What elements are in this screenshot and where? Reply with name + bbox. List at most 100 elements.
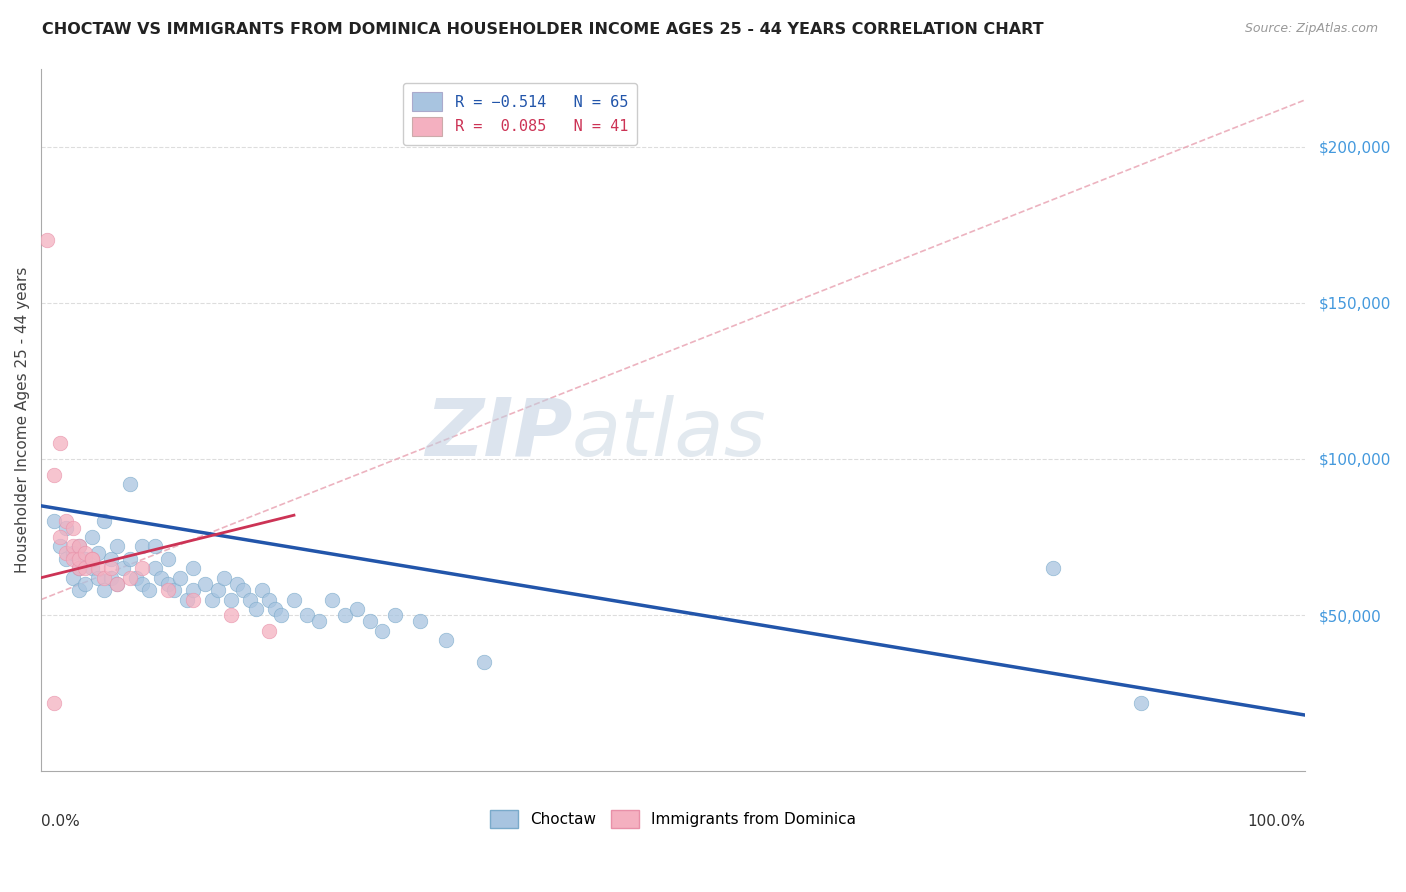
Point	[295, 608, 318, 623]
Text: 100.0%: 100.0%	[1247, 814, 1305, 829]
Point	[62, 552, 84, 566]
Point	[156, 577, 179, 591]
Point	[384, 608, 406, 623]
Point	[181, 561, 204, 575]
Point	[105, 577, 128, 591]
Point	[49, 530, 72, 544]
Text: CHOCTAW VS IMMIGRANTS FROM DOMINICA HOUSEHOLDER INCOME AGES 25 - 44 YEARS CORREL: CHOCTAW VS IMMIGRANTS FROM DOMINICA HOUS…	[42, 22, 1043, 37]
Point	[62, 540, 84, 554]
Point	[1042, 561, 1064, 575]
Point	[176, 592, 198, 607]
Point	[42, 696, 65, 710]
Point	[80, 552, 103, 566]
Point	[270, 608, 292, 623]
Point	[346, 602, 368, 616]
Point	[138, 583, 160, 598]
Point	[232, 583, 254, 598]
Point	[252, 583, 274, 598]
Text: ZIP: ZIP	[425, 395, 572, 473]
Point	[264, 602, 287, 616]
Point	[131, 561, 153, 575]
Point	[321, 592, 343, 607]
Point	[308, 615, 330, 629]
Point	[67, 561, 90, 575]
Point	[67, 583, 90, 598]
Point	[75, 577, 97, 591]
Point	[55, 521, 77, 535]
Point	[105, 577, 128, 591]
Point	[93, 583, 115, 598]
Point	[42, 515, 65, 529]
Point	[201, 592, 224, 607]
Point	[181, 592, 204, 607]
Point	[1130, 696, 1153, 710]
Point	[100, 561, 122, 575]
Point	[194, 577, 217, 591]
Point	[49, 436, 72, 450]
Point	[93, 515, 115, 529]
Y-axis label: Householder Income Ages 25 - 44 years: Householder Income Ages 25 - 44 years	[15, 267, 30, 574]
Point	[62, 546, 84, 560]
Point	[100, 571, 122, 585]
Point	[105, 540, 128, 554]
Point	[125, 571, 148, 585]
Point	[239, 592, 262, 607]
Point	[80, 561, 103, 575]
Point	[37, 233, 59, 247]
Point	[143, 540, 166, 554]
Point	[226, 577, 249, 591]
Point	[80, 530, 103, 544]
Point	[75, 552, 97, 566]
Point	[62, 571, 84, 585]
Point	[333, 608, 356, 623]
Point	[214, 571, 236, 585]
Point	[62, 521, 84, 535]
Point	[219, 592, 242, 607]
Point	[55, 552, 77, 566]
Text: atlas: atlas	[572, 395, 766, 473]
Point	[169, 571, 191, 585]
Point	[87, 561, 110, 575]
Point	[93, 571, 115, 585]
Point	[49, 540, 72, 554]
Point	[67, 540, 90, 554]
Point	[118, 571, 141, 585]
Point	[75, 546, 97, 560]
Point	[67, 540, 90, 554]
Point	[257, 592, 280, 607]
Point	[359, 615, 381, 629]
Point	[75, 561, 97, 575]
Point	[181, 583, 204, 598]
Point	[434, 633, 457, 648]
Point	[87, 571, 110, 585]
Point	[207, 583, 229, 598]
Text: 0.0%: 0.0%	[41, 814, 80, 829]
Point	[80, 552, 103, 566]
Point	[55, 546, 77, 560]
Legend: Choctaw, Immigrants from Dominica: Choctaw, Immigrants from Dominica	[484, 804, 862, 834]
Point	[163, 583, 186, 598]
Point	[257, 624, 280, 638]
Point	[67, 561, 90, 575]
Point	[55, 515, 77, 529]
Point	[409, 615, 432, 629]
Point	[245, 602, 267, 616]
Point	[156, 583, 179, 598]
Point	[118, 477, 141, 491]
Point	[112, 561, 135, 575]
Point	[472, 655, 495, 669]
Point	[219, 608, 242, 623]
Point	[283, 592, 305, 607]
Point	[87, 546, 110, 560]
Point	[156, 552, 179, 566]
Point	[67, 552, 90, 566]
Point	[143, 561, 166, 575]
Point	[42, 467, 65, 482]
Point	[371, 624, 394, 638]
Point	[100, 552, 122, 566]
Text: Source: ZipAtlas.com: Source: ZipAtlas.com	[1244, 22, 1378, 36]
Point	[150, 571, 173, 585]
Point	[131, 577, 153, 591]
Point	[131, 540, 153, 554]
Point	[118, 552, 141, 566]
